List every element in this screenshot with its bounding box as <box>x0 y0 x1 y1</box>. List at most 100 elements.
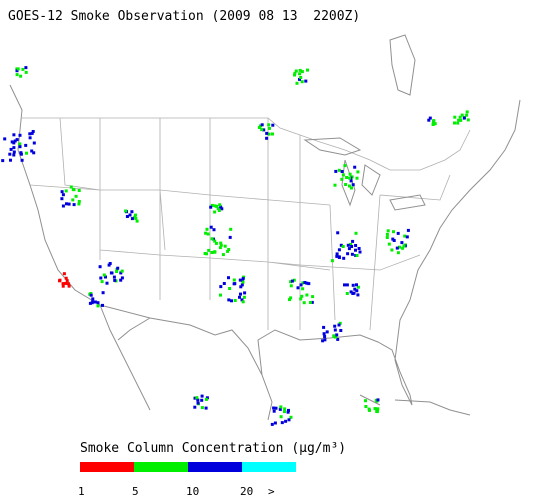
great-lakes <box>303 137 426 211</box>
smoke-pixel <box>28 132 32 136</box>
smoke-pixel <box>457 118 461 122</box>
smoke-pixel <box>227 298 231 302</box>
smoke-pixel <box>128 213 132 217</box>
smoke-pixel <box>465 110 469 114</box>
smoke-pixel <box>295 81 299 85</box>
smoke-pixel <box>336 231 340 235</box>
smoke-pixel <box>228 287 232 290</box>
smoke-pixel <box>280 421 284 425</box>
smoke-pixel <box>213 239 217 243</box>
smoke-pixel <box>262 128 266 132</box>
smoke-pixel <box>466 118 470 122</box>
smoke-pixel <box>339 329 343 332</box>
smoke-pixel <box>12 146 16 150</box>
smoke-pixel <box>267 126 271 130</box>
smoke-pixel <box>283 407 287 411</box>
smoke-pixel <box>99 276 103 280</box>
smoke-pixel <box>12 141 16 145</box>
smoke-pixels <box>1 66 470 426</box>
smoke-pixel <box>200 398 204 402</box>
smoke-pixel <box>62 272 66 276</box>
smoke-pixel <box>311 295 315 299</box>
smoke-pixel <box>205 396 209 400</box>
smoke-pixel <box>19 74 23 78</box>
smoke-pixel <box>60 190 64 194</box>
smoke-pixel <box>351 283 355 287</box>
legend-label: > <box>268 485 275 498</box>
smoke-pixel <box>337 256 341 259</box>
smoke-pixel <box>91 300 95 304</box>
smoke-pixel <box>98 265 102 269</box>
smoke-pixel <box>427 118 431 122</box>
smoke-pixel <box>289 296 293 300</box>
smoke-pixel <box>125 215 129 218</box>
smoke-pixel <box>400 241 404 245</box>
hudson-bay <box>389 34 416 96</box>
legend-label: 5 <box>132 485 139 498</box>
smoke-pixel <box>333 183 337 187</box>
smoke-pixel <box>357 247 361 250</box>
smoke-pixel <box>465 113 469 117</box>
smoke-pixel <box>271 123 275 127</box>
smoke-pixel <box>351 183 355 187</box>
smoke-pixel <box>355 289 359 293</box>
smoke-pixel <box>334 169 338 173</box>
smoke-pixel <box>300 294 304 298</box>
smoke-pixel <box>349 290 353 294</box>
smoke-pixel <box>350 186 353 190</box>
smoke-pixel <box>283 410 286 414</box>
smoke-pixel <box>12 153 16 157</box>
smoke-pixel <box>15 69 19 73</box>
smoke-pixel <box>219 293 222 297</box>
smoke-pixel <box>390 248 394 252</box>
smoke-pixel <box>298 68 302 72</box>
smoke-pixel <box>61 282 65 286</box>
smoke-pixel <box>241 280 245 284</box>
gulf-coast <box>99 304 151 411</box>
smoke-pixel <box>395 246 399 250</box>
smoke-pixel <box>67 202 71 206</box>
smoke-pixel <box>272 406 276 410</box>
smoke-pixel <box>406 228 410 232</box>
smoke-pixel <box>351 239 355 243</box>
smoke-pixel <box>396 251 400 255</box>
legend-swatch <box>188 462 242 472</box>
smoke-pixel <box>300 70 304 74</box>
smoke-pixel <box>200 394 204 398</box>
smoke-pixel <box>213 210 217 214</box>
smoke-pixel <box>270 422 274 426</box>
smoke-pixel <box>210 251 214 254</box>
smoke-pixel <box>10 140 14 144</box>
smoke-pixel <box>238 295 241 299</box>
smoke-pixel <box>13 139 17 143</box>
smoke-pixel <box>101 291 105 295</box>
smoke-pixel <box>456 121 460 125</box>
smoke-pixel <box>290 279 294 283</box>
smoke-pixel <box>402 244 406 248</box>
smoke-pixel <box>216 207 220 211</box>
smoke-pixel <box>219 205 223 209</box>
canada-border <box>22 117 471 171</box>
smoke-pixel <box>66 282 70 286</box>
smoke-pixel <box>100 280 104 284</box>
smoke-pixel <box>332 334 336 338</box>
smoke-pixel <box>233 282 237 286</box>
smoke-pixel <box>228 235 232 239</box>
smoke-pixel <box>333 324 337 328</box>
smoke-pixel <box>124 209 128 213</box>
smoke-pixel <box>432 119 436 123</box>
smoke-pixel <box>346 243 350 247</box>
smoke-pixel <box>376 398 380 402</box>
smoke-pixel <box>259 124 262 128</box>
smoke-pixel <box>230 299 233 303</box>
state-lines <box>29 117 451 331</box>
smoke-pixel <box>308 301 312 304</box>
smoke-pixel <box>267 123 271 127</box>
smoke-pixel <box>61 204 65 208</box>
smoke-pixel <box>212 228 216 232</box>
smoke-pixel <box>213 204 217 208</box>
smoke-pixel <box>304 79 308 83</box>
smoke-pixel <box>18 142 22 146</box>
smoke-pixel <box>240 278 244 282</box>
smoke-pixel <box>60 197 64 201</box>
